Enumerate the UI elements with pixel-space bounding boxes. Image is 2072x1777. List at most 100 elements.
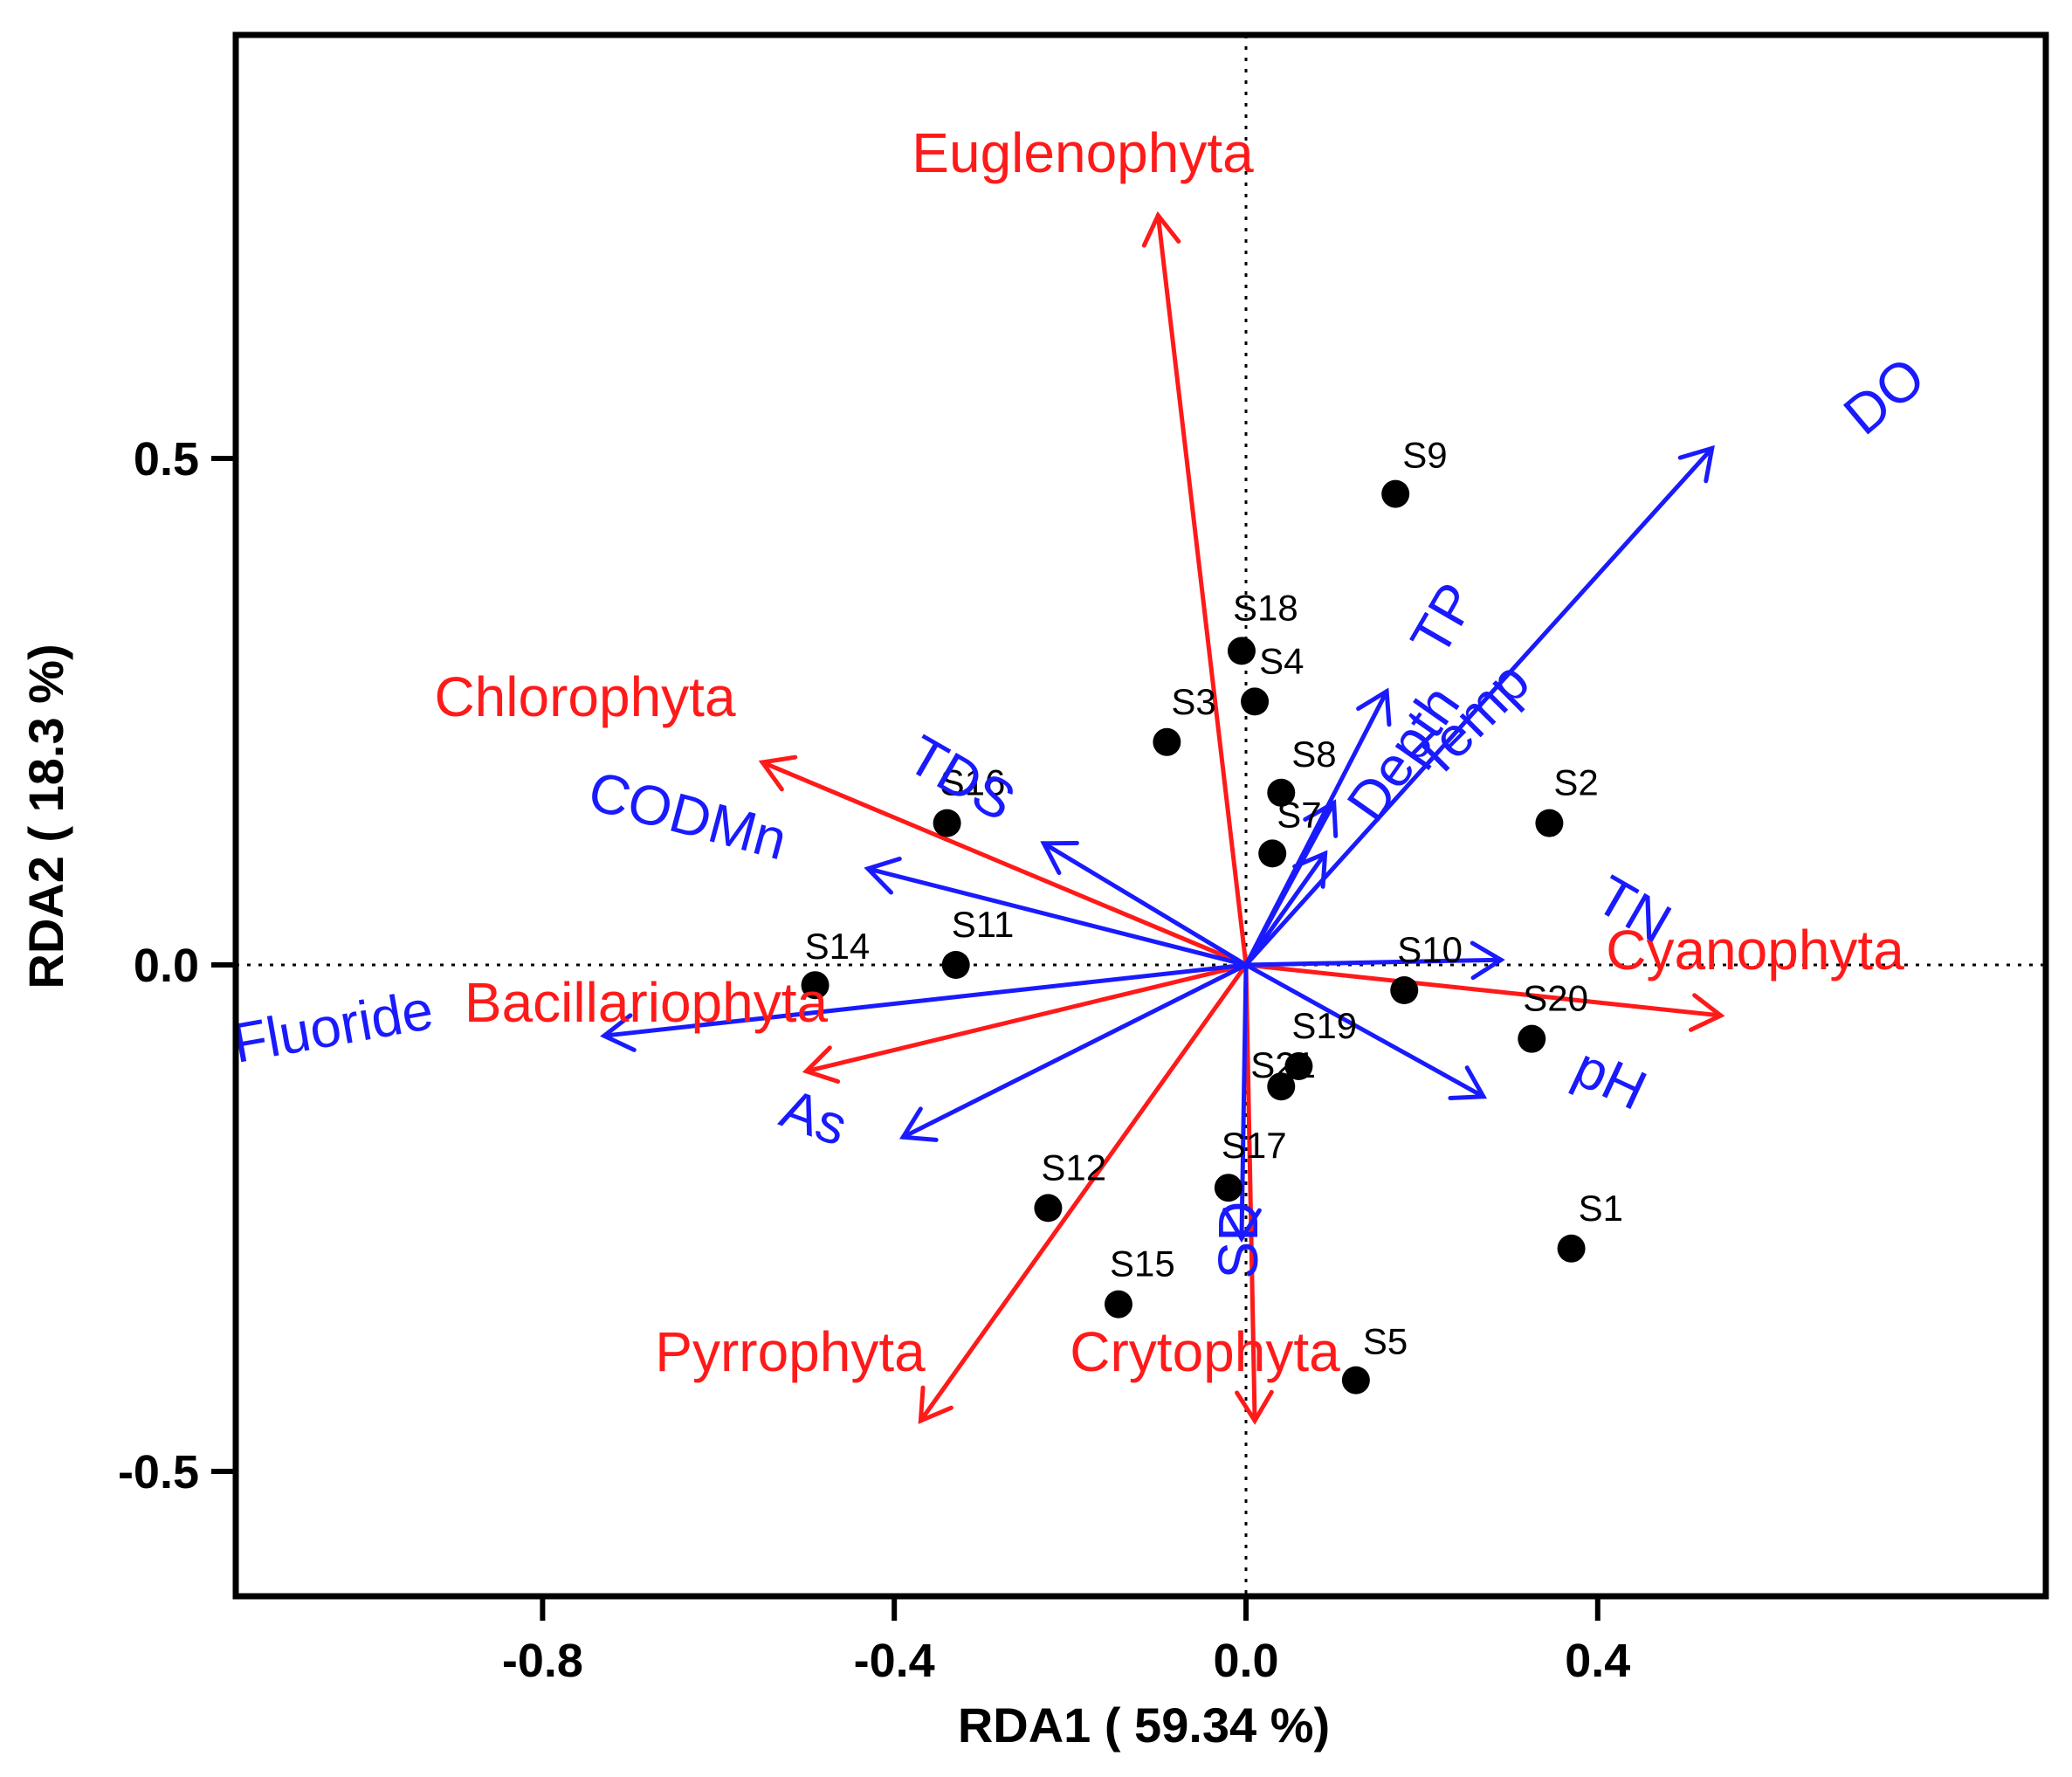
site-label-s15: S15 (1110, 1243, 1175, 1285)
x-tick-label: -0.4 (854, 1635, 935, 1687)
site-point-s18 (1227, 637, 1256, 665)
species-label-bacillariophyta: Bacillariophyta (465, 971, 829, 1034)
species-arrow-cyanophyta (1243, 962, 1725, 1032)
env-arrow-tds-head (1040, 840, 1079, 876)
y-tick-label: -0.5 (118, 1446, 199, 1498)
site-point-s21 (1267, 1072, 1296, 1101)
env-arrow-as-head (898, 1106, 939, 1142)
env-arrow-tp-head (1356, 687, 1392, 727)
env-arrow-depth-head (1303, 799, 1339, 838)
site-label-s9: S9 (1402, 435, 1447, 476)
env-arrow-temp-head (1292, 850, 1328, 889)
site-label-s14: S14 (805, 926, 871, 967)
species-arrow-bacillariophyta-shaft (804, 962, 1249, 1074)
species-arrow-cyanophyta-shaft (1243, 962, 1724, 1018)
site-label-s21: S21 (1250, 1044, 1316, 1085)
site-point-s14 (801, 971, 829, 1000)
arrow-layer (600, 210, 1725, 1425)
env-arrow-as (898, 962, 1249, 1142)
env-arrow-fluoride (600, 962, 1249, 1052)
site-label-s8: S8 (1291, 734, 1336, 775)
site-label-s16: S16 (940, 762, 1006, 803)
env-arrow-codmn (864, 857, 1249, 968)
species-arrow-chlorophyta-head (758, 754, 798, 792)
species-label-crytophyta: Crytophyta (1070, 1320, 1340, 1383)
species-label-euglenophyta: Euglenophyta (912, 121, 1254, 184)
site-point-s9 (1381, 479, 1410, 508)
env-arrow-as-shaft (900, 962, 1249, 1140)
env-arrow-sd (1222, 962, 1262, 1243)
site-point-s20 (1518, 1024, 1546, 1053)
x-tick-label: 0.0 (1213, 1635, 1278, 1687)
site-point-s4 (1241, 687, 1270, 716)
site-point-s11 (941, 951, 970, 979)
site-point-s10 (1390, 976, 1419, 1004)
y-axis: -0.5 0.0 0.5 (118, 433, 236, 1498)
species-arrow-pyrrophyta (918, 962, 1249, 1424)
site-label-s2: S2 (1553, 762, 1598, 803)
species-arrow-chlorophyta-shaft (760, 760, 1249, 968)
site-label-s5: S5 (1363, 1321, 1408, 1362)
site-point-s15 (1104, 1290, 1132, 1319)
site-label-s3: S3 (1171, 681, 1215, 722)
site-point-s1 (1557, 1234, 1586, 1263)
y-axis-title: RDA2 ( 18.3 %) (18, 644, 73, 988)
env-arrow-temp-shaft (1243, 851, 1328, 968)
x-axis-title: RDA1 ( 59.34 %) (958, 1698, 1330, 1753)
env-arrow-fluoride-shaft (602, 962, 1249, 1038)
species-arrow-euglenophyta (1141, 210, 1249, 968)
species-arrow-euglenophyta-shaft (1155, 213, 1249, 968)
site-point-s7 (1258, 839, 1287, 868)
plot-frame (232, 31, 2049, 1600)
env-arrow-sd-shaft (1239, 962, 1249, 1241)
env-label-fluoride: Fluoride (228, 978, 437, 1075)
species-arrow-euglenophyta-head (1141, 210, 1181, 248)
site-label-s18: S18 (1233, 587, 1298, 628)
site-label-s7: S7 (1277, 794, 1321, 835)
site-point-s19 (1284, 1052, 1313, 1080)
species-arrow-chlorophyta (758, 754, 1249, 968)
site-point-s5 (1341, 1366, 1370, 1395)
env-arrow-tn-head (1470, 940, 1505, 981)
env-arrow-depth-shaft (1243, 800, 1337, 968)
species-arrow-bacillariophyta (802, 962, 1249, 1084)
species-arrow-bacillariophyta-head (802, 1045, 841, 1084)
species-arrow-crytophyta-head (1235, 1389, 1274, 1425)
site-point-s12 (1034, 1194, 1063, 1223)
env-label-do: DO (1832, 345, 1937, 447)
env-arrow-codmn-head (864, 857, 902, 895)
site-label-s17: S17 (1222, 1125, 1287, 1166)
env-arrow-tds-shaft (1041, 841, 1249, 968)
species-label-chlorophyta: Chlorophyta (434, 665, 736, 728)
y-tick-label: 0.5 (134, 433, 199, 486)
y-tick-label: 0.0 (134, 940, 199, 992)
site-label-s19: S19 (1291, 1005, 1357, 1046)
site-label-s1: S1 (1579, 1188, 1623, 1229)
site-point-s2 (1535, 809, 1564, 837)
env-label-ph: pH (1565, 1035, 1656, 1122)
site-point-s3 (1153, 727, 1181, 756)
site-label-s20: S20 (1523, 978, 1588, 1019)
env-arrow-tn-shaft (1243, 957, 1504, 968)
x-tick-label: -0.8 (502, 1635, 583, 1687)
env-arrow-tn (1243, 940, 1505, 981)
env-arrow-do-head (1677, 444, 1715, 484)
env-label-tds: TDS (898, 723, 1026, 833)
env-arrow-ph (1243, 962, 1488, 1100)
env-arrow-ph-shaft (1243, 962, 1486, 1099)
site-point-s17 (1214, 1174, 1243, 1202)
species-arrow-pyrrophyta-shaft (918, 962, 1249, 1423)
species-arrow-crytophyta (1235, 962, 1274, 1425)
site-label-s4: S4 (1259, 640, 1304, 681)
env-arrow-codmn-shaft (865, 866, 1249, 968)
species-arrow-crytophyta-shaft (1243, 962, 1257, 1423)
env-arrow-depth (1243, 799, 1339, 968)
env-arrow-sd-head (1222, 1207, 1262, 1243)
species-label-pyrrophyta: Pyrrophyta (655, 1320, 926, 1383)
env-arrow-temp (1243, 850, 1328, 968)
env-label-codmn: CODMn (582, 759, 794, 871)
env-label-tp: TP (1398, 573, 1488, 666)
env-label-sd: SD (1207, 1202, 1270, 1279)
site-label-s10: S10 (1397, 929, 1463, 970)
